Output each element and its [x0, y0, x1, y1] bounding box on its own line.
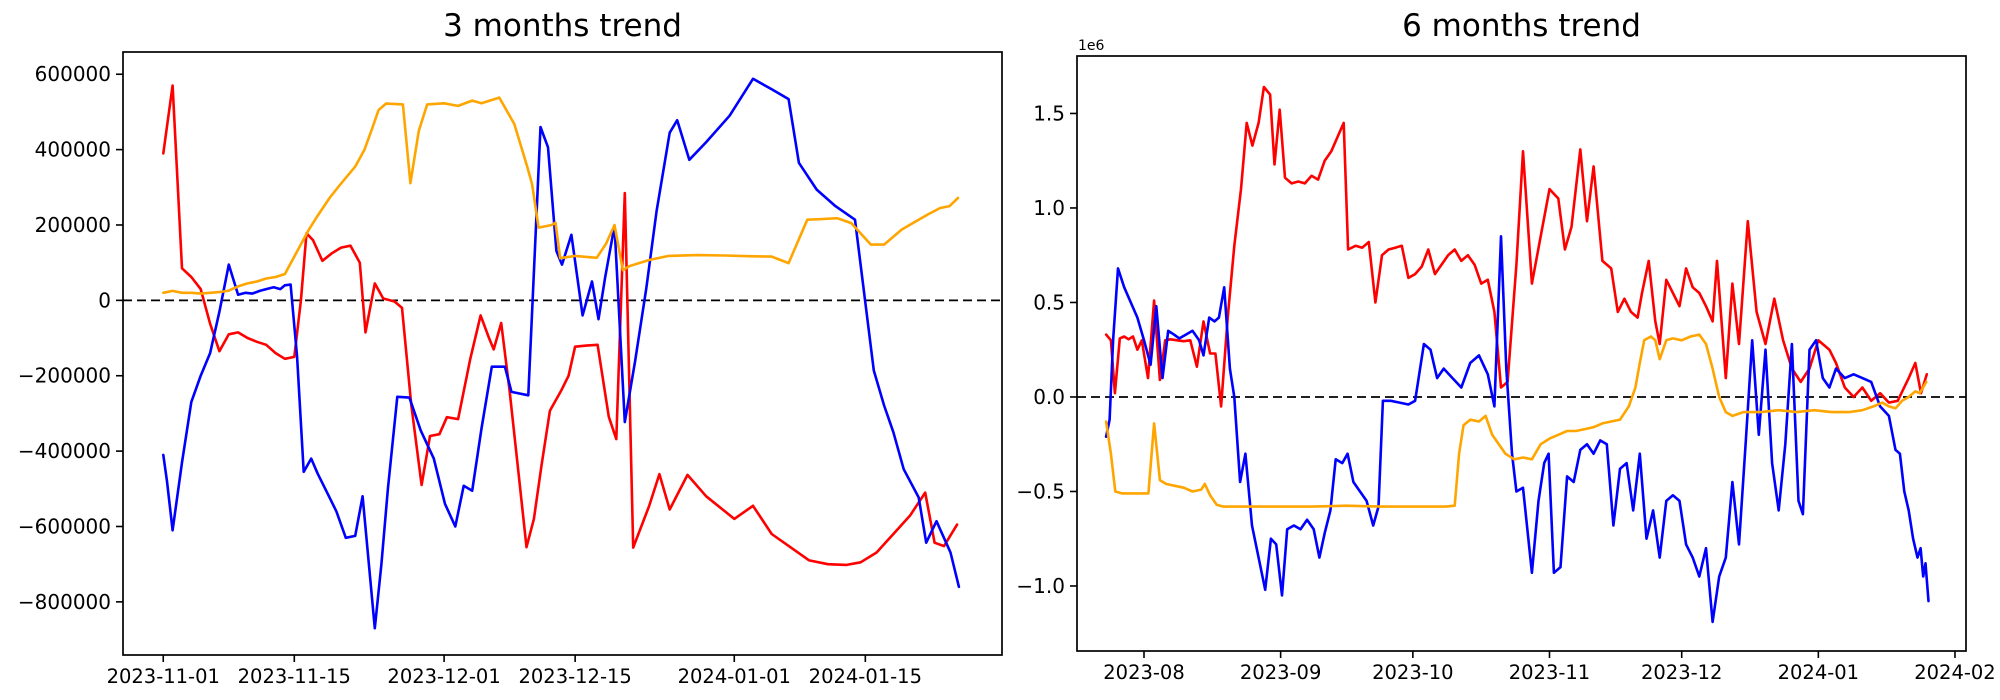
y-tick-label: 600000 [35, 62, 111, 86]
left-chart-blue-series-line [162, 77, 961, 630]
x-tick-label: 2023-11-01 [107, 665, 220, 688]
y-tick-label: 0.0 [1033, 385, 1065, 409]
right-chart-orange-series-line [1104, 333, 1928, 508]
y-tick-label: −400000 [18, 439, 111, 463]
x-tick-label: 2023-11 [1509, 661, 1590, 684]
y-tick-label: −600000 [18, 514, 111, 538]
y-axis-offset-label: 1e6 [1078, 38, 1105, 54]
left-chart-title: 3 months trend [443, 8, 682, 44]
right-chart-blue-series-line [1104, 235, 1930, 624]
right-chart-red-series-line [1104, 85, 1929, 408]
y-tick-label: 400000 [35, 138, 111, 162]
x-tick-label: 2024-01-15 [809, 665, 922, 688]
x-tick-label: 2024-02 [1914, 661, 1995, 684]
x-tick-label: 2023-10 [1372, 661, 1453, 684]
y-tick-label: 1.5 [1033, 101, 1065, 125]
y-tick-label: 0.5 [1033, 290, 1065, 314]
y-tick-label: −0.5 [1016, 479, 1065, 503]
x-tick-label: 2023-12-15 [518, 665, 631, 688]
y-tick-label: 0 [98, 288, 111, 312]
y-tick-label: −800000 [18, 590, 111, 614]
x-tick-label: 2023-11-15 [238, 665, 351, 688]
x-tick-label: 2023-12 [1641, 661, 1722, 684]
plot-border [122, 51, 1003, 656]
right-chart-title: 6 months trend [1402, 8, 1641, 44]
y-tick-label: 1.0 [1033, 196, 1065, 220]
x-tick-label: 2023-12-01 [387, 665, 500, 688]
left-chart-red-series-line [162, 84, 959, 567]
left-chart-orange-series-line [162, 96, 960, 295]
x-tick-label: 2024-01-01 [678, 665, 791, 688]
left-chart: 600000 400000 200000 0 −200000 −400000 −600000… [18, 51, 1003, 688]
plot-border [1076, 55, 1967, 652]
y-tick-label: 200000 [35, 213, 111, 237]
x-tick-label: 2024-01 [1778, 661, 1859, 684]
x-tick-label: 2023-09 [1240, 661, 1321, 684]
right-chart: 1.5 1.0 0.5 0.0 −0.5 −1.0 2023-08 2023-09 2023-1… [1016, 38, 1995, 684]
y-tick-label: −1.0 [1016, 574, 1065, 598]
x-tick-label: 2023-08 [1103, 661, 1184, 684]
y-tick-label: −200000 [18, 364, 111, 388]
